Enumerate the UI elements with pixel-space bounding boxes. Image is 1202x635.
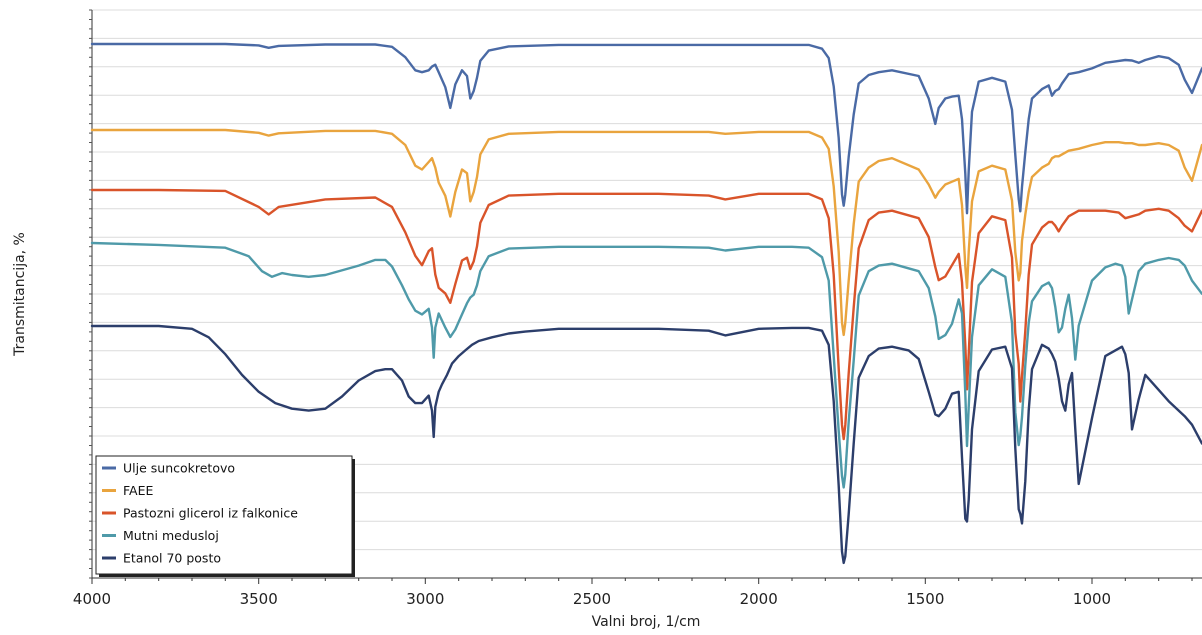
legend-label: Pastozni glicerol iz falkonice xyxy=(123,506,298,521)
series-line xyxy=(90,188,1202,441)
series-line xyxy=(90,324,1202,565)
series-line xyxy=(90,42,1202,215)
legend-label: FAEE xyxy=(123,483,153,498)
x-tick-label: 1000 xyxy=(1073,590,1111,608)
x-tick-label: 1500 xyxy=(906,590,944,608)
series-line xyxy=(90,128,1202,337)
x-tick-label: 3500 xyxy=(240,590,278,608)
series-lines xyxy=(90,42,1202,565)
legend-label: Ulje suncokretovo xyxy=(123,461,235,476)
axes: 4000 3500 3000 2500 2000 1500 1000 Valni broj, … xyxy=(12,9,1202,630)
legend-box xyxy=(95,455,353,575)
legend-label: Mutni medusloj xyxy=(123,528,219,543)
legend: Ulje suncokretovo FAEE Pastozni glicerol i… xyxy=(95,455,355,577)
y-axis-title: Transmitancija, % xyxy=(12,232,28,357)
x-tick-label: 3000 xyxy=(406,590,444,608)
series-line xyxy=(90,241,1202,489)
x-tick-label: 4000 xyxy=(73,590,111,608)
legend-label: Etanol 70 posto xyxy=(123,551,221,566)
x-axis-title: Valni broj, 1/cm xyxy=(592,614,701,630)
x-tick-label: 2000 xyxy=(740,590,778,608)
x-tick-label: 2500 xyxy=(573,590,611,608)
